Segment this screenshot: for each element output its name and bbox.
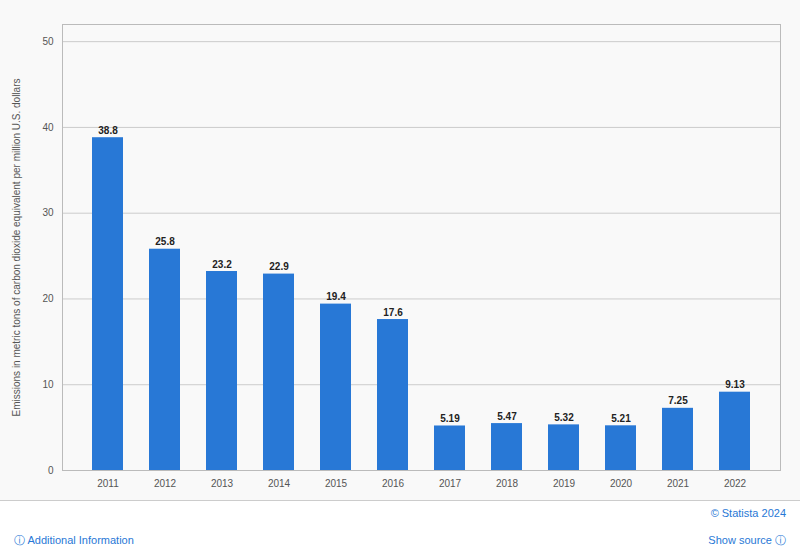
svg-text:17.6: 17.6 bbox=[383, 307, 403, 318]
svg-text:50: 50 bbox=[42, 36, 54, 47]
svg-text:2016: 2016 bbox=[382, 478, 405, 489]
svg-text:38.8: 38.8 bbox=[98, 125, 118, 136]
svg-text:2018: 2018 bbox=[496, 478, 519, 489]
svg-text:19.4: 19.4 bbox=[326, 291, 346, 302]
svg-text:2013: 2013 bbox=[211, 478, 234, 489]
svg-text:5.21: 5.21 bbox=[611, 413, 631, 424]
svg-text:7.25: 7.25 bbox=[668, 395, 688, 406]
html-text:ⓘ Additional Information: ⓘ Additional Information bbox=[14, 534, 134, 546]
svg-text:5.32: 5.32 bbox=[554, 412, 574, 423]
svg-text:2020: 2020 bbox=[610, 478, 633, 489]
svg-text:23.2: 23.2 bbox=[212, 259, 232, 270]
svg-text:20: 20 bbox=[42, 293, 54, 304]
svg-text:25.8: 25.8 bbox=[155, 236, 175, 247]
svg-text:9.13: 9.13 bbox=[725, 379, 745, 390]
svg-text:5.47: 5.47 bbox=[497, 411, 517, 422]
svg-text:2011: 2011 bbox=[97, 478, 119, 489]
svg-text:22.9: 22.9 bbox=[269, 261, 289, 272]
svg-text:0: 0 bbox=[48, 465, 54, 476]
svg-text:2014: 2014 bbox=[268, 478, 291, 489]
html-text:© Statista 2024: © Statista 2024 bbox=[710, 507, 786, 519]
svg-text:10: 10 bbox=[42, 379, 54, 390]
svg-text:2021: 2021 bbox=[667, 478, 690, 489]
svg-text:30: 30 bbox=[42, 207, 54, 218]
svg-text:Emissions in metric tons of ca: Emissions in metric tons of carbon dioxi… bbox=[11, 79, 22, 417]
svg-text:2015: 2015 bbox=[325, 478, 348, 489]
html-text:Show source ⓘ: Show source ⓘ bbox=[708, 534, 786, 546]
svg-text:5.19: 5.19 bbox=[440, 413, 460, 424]
svg-text:40: 40 bbox=[42, 122, 54, 133]
svg-text:2022: 2022 bbox=[724, 478, 747, 489]
svg-text:2017: 2017 bbox=[439, 478, 462, 489]
svg-text:2012: 2012 bbox=[154, 478, 177, 489]
svg-text:2019: 2019 bbox=[553, 478, 576, 489]
